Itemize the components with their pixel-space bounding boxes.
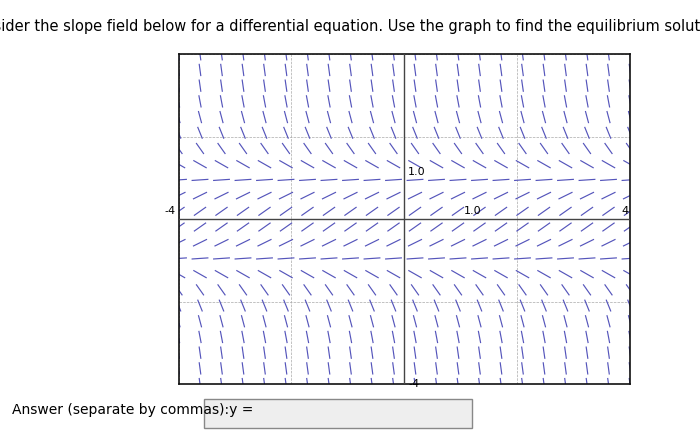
Text: 1.0: 1.0 bbox=[463, 206, 481, 216]
Text: 1.0: 1.0 bbox=[408, 167, 426, 177]
Text: Consider the slope field below for a differential equation. Use the graph to fin: Consider the slope field below for a dif… bbox=[0, 19, 700, 33]
Text: -4: -4 bbox=[408, 379, 419, 389]
Text: 4: 4 bbox=[622, 206, 629, 216]
Text: Answer (separate by commas):y =: Answer (separate by commas):y = bbox=[13, 403, 253, 418]
FancyBboxPatch shape bbox=[204, 398, 472, 427]
Text: -4: -4 bbox=[164, 206, 176, 216]
